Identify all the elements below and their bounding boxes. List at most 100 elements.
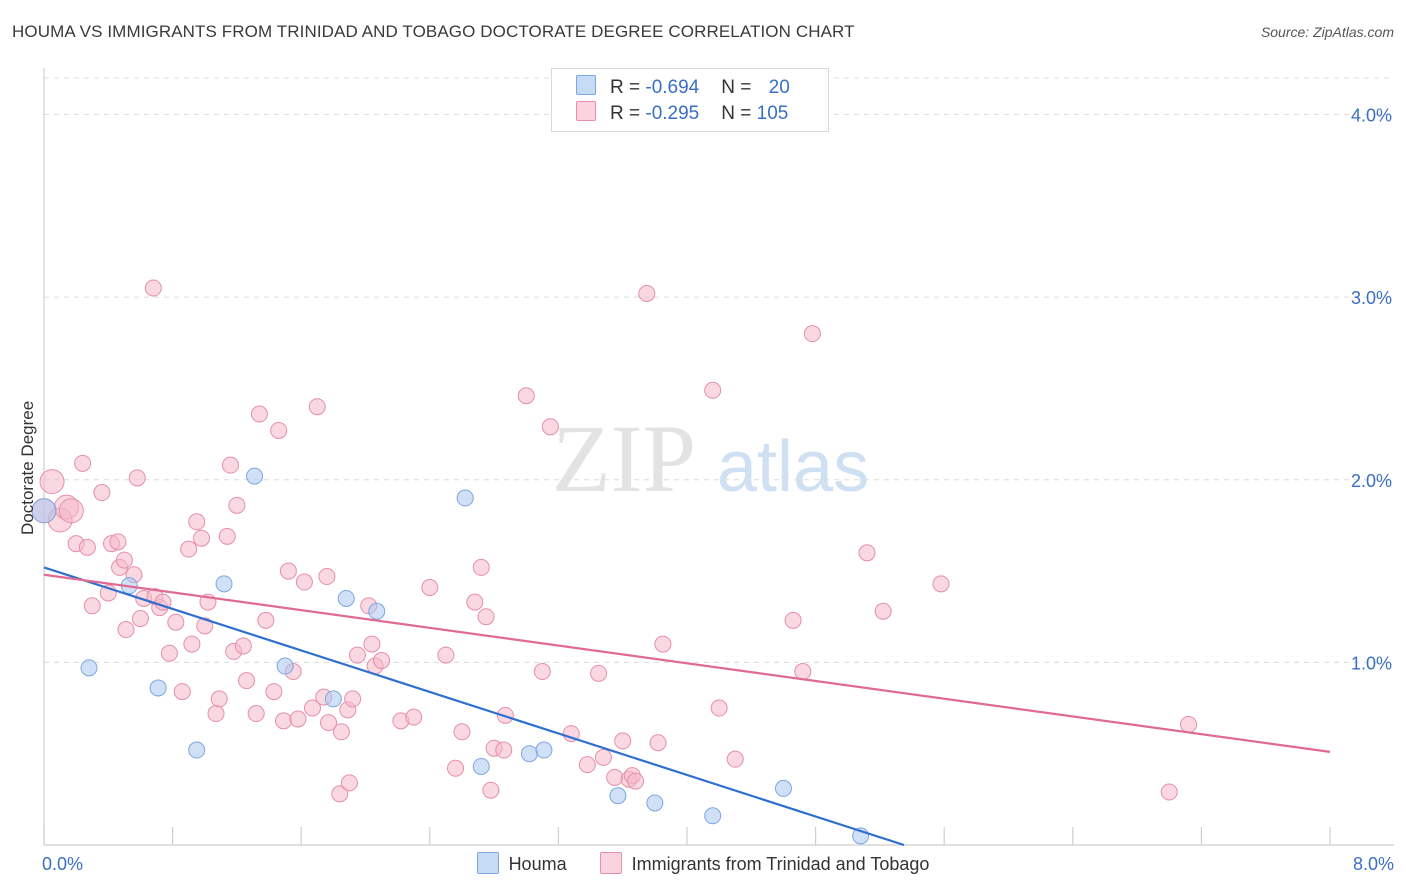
- trinidad-point: [466, 593, 484, 611]
- trinidad-swatch: [576, 101, 596, 121]
- trinidad-point: [1160, 783, 1178, 801]
- trinidad-point: [265, 683, 283, 701]
- houma-point: [368, 602, 386, 620]
- houma-point: [456, 489, 474, 507]
- trinidad-point: [180, 540, 198, 558]
- n-value: 20: [768, 77, 790, 98]
- trinidad-point: [348, 646, 366, 664]
- trinidad-point: [472, 558, 490, 576]
- watermark-zip: ZIP: [552, 405, 696, 512]
- trinidad-point: [578, 756, 596, 774]
- x-tick-label: 8.0%: [1353, 854, 1394, 874]
- watermark: ZIP atlas: [552, 405, 869, 512]
- trinidad-point: [726, 750, 744, 768]
- houma-point: [337, 589, 355, 607]
- trinidad-point: [627, 772, 645, 790]
- trinidad-point: [344, 690, 362, 708]
- y-tick-label: 4.0%: [1351, 106, 1392, 126]
- trinidad-point: [183, 635, 201, 653]
- legend-label: Immigrants from Trinidad and Tobago: [631, 854, 930, 874]
- watermark-atlas: atlas: [717, 427, 869, 507]
- source-label: Source: ZipAtlas.com: [1260, 24, 1394, 40]
- trinidad-point: [234, 637, 252, 655]
- trinidad-point: [704, 381, 722, 399]
- legend-item-houma[interactable]: Houma: [476, 852, 567, 875]
- houma-point: [215, 575, 233, 593]
- trinidad-point: [363, 635, 381, 653]
- houma-point: [80, 659, 98, 677]
- trinidad-point: [541, 418, 559, 436]
- trinidad-point: [117, 621, 135, 639]
- trinidad-point: [710, 699, 728, 717]
- chart-title: HOUMA VS IMMIGRANTS FROM TRINIDAD AND TO…: [12, 22, 855, 41]
- houma-point: [188, 741, 206, 759]
- legend-row-trinidad: R = -0.295 N = 105: [576, 101, 788, 125]
- trinidad-point: [874, 602, 892, 620]
- trinidad-point: [308, 398, 326, 416]
- trinidad-point: [167, 613, 185, 631]
- trinidad-point: [932, 575, 950, 593]
- trinidad-point: [207, 705, 225, 723]
- trinidad-point: [247, 705, 265, 723]
- houma-point: [646, 794, 664, 812]
- trinidad-point: [188, 513, 206, 531]
- trinidad-point: [173, 683, 191, 701]
- trinidad-point: [238, 672, 256, 690]
- trinidad-point: [257, 611, 275, 629]
- houma-swatch: [576, 75, 596, 95]
- trinidad-point: [109, 533, 127, 551]
- trinidad-point: [221, 456, 239, 474]
- trinidad-point: [517, 387, 535, 405]
- houma-point: [246, 467, 264, 485]
- trinidad-point: [289, 710, 307, 728]
- trinidad-point: [58, 498, 84, 524]
- trinidad-point: [594, 748, 612, 766]
- trinidad-point: [606, 768, 624, 786]
- houma-point: [609, 787, 627, 805]
- trinidad-point: [160, 644, 178, 662]
- trinidad-point: [858, 544, 876, 562]
- trinidad-point: [533, 663, 551, 681]
- trinidad-point: [638, 284, 656, 302]
- trinidad-point: [784, 611, 802, 629]
- legend-item-trinidad[interactable]: Immigrants from Trinidad and Tobago: [599, 852, 930, 875]
- trinidad-point: [128, 469, 146, 487]
- trinidad-point: [218, 527, 236, 545]
- trinidad-point: [279, 562, 297, 580]
- legend-label: Houma: [508, 854, 567, 874]
- trinidad-point: [78, 538, 96, 556]
- trinidad-point: [405, 708, 423, 726]
- houma-point: [149, 679, 167, 697]
- trinidad-point: [437, 646, 455, 664]
- trinidad-point: [210, 690, 228, 708]
- trinidad-trend-line: [43, 573, 1331, 753]
- trinidad-point: [93, 484, 111, 502]
- houma-point: [520, 745, 538, 763]
- houma-point: [535, 741, 553, 759]
- trinidad-point: [270, 421, 288, 439]
- trinidad-point: [447, 759, 465, 777]
- houma-point: [774, 779, 792, 797]
- trinidad-point: [228, 496, 246, 514]
- trinidad-point: [144, 279, 162, 297]
- trinidad-point: [295, 573, 313, 591]
- x-tick-label: 0.0%: [42, 854, 83, 874]
- n-label: N =: [721, 103, 757, 124]
- trinidad-point: [453, 723, 471, 741]
- trinidad-point: [654, 635, 672, 653]
- r-value: -0.295: [645, 103, 700, 124]
- trend-lines: [43, 566, 1331, 847]
- legend-row-houma: R = -0.694 N = 20: [576, 75, 790, 99]
- trinidad-point: [318, 568, 336, 586]
- y-tick-label: 2.0%: [1351, 471, 1392, 491]
- trinidad-point: [331, 785, 349, 803]
- trinidad-point: [482, 781, 500, 799]
- trinidad-point: [794, 663, 812, 681]
- trinidad-point: [193, 529, 211, 547]
- houma-swatch: [476, 852, 499, 874]
- trinidad-point: [477, 608, 495, 626]
- houma-point: [472, 757, 490, 775]
- houma-point: [276, 657, 294, 675]
- trinidad-point: [373, 652, 391, 670]
- y-axis-label: Doctorate Degree: [18, 400, 37, 535]
